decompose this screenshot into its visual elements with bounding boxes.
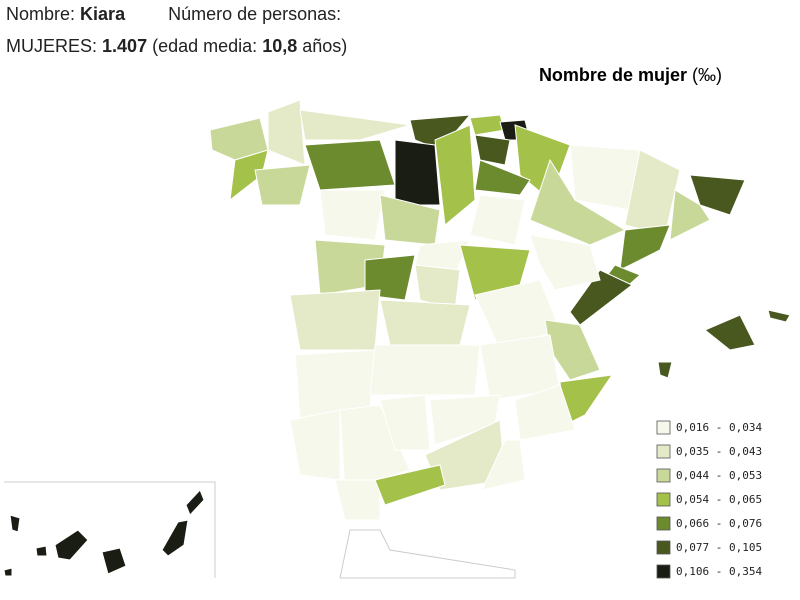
province <box>319 189 386 241</box>
legend-swatch <box>656 468 671 483</box>
province <box>619 224 671 271</box>
legend-swatch <box>656 444 671 459</box>
province <box>334 479 381 521</box>
header-line-1: Nombre: Kiara Número de personas: <box>6 4 341 25</box>
province <box>254 164 311 206</box>
province <box>374 464 446 506</box>
count: 1.407 <box>102 36 148 56</box>
province <box>304 139 396 191</box>
group-label: MUJERES: <box>6 36 98 56</box>
province <box>481 439 526 491</box>
legend-label: 0,106 - 0,354 <box>676 565 762 578</box>
legend-label: 0,054 - 0,065 <box>676 493 762 506</box>
legend-swatch <box>656 516 671 531</box>
province <box>364 254 416 301</box>
province <box>101 547 127 575</box>
province <box>689 174 746 216</box>
count-label: Número de personas: <box>168 4 342 24</box>
legend-label: 0,016 - 0,034 <box>676 421 762 434</box>
province <box>289 409 341 481</box>
legend-swatch <box>656 564 671 579</box>
ceuta-melilla-frame <box>339 529 516 579</box>
provinces <box>3 99 791 577</box>
province <box>289 289 381 351</box>
legend-title: Nombre de mujer (‰) <box>539 65 722 85</box>
province <box>394 139 441 206</box>
legend-swatch <box>656 540 671 555</box>
province <box>469 114 506 136</box>
province <box>379 394 431 451</box>
legend-label: 0,035 - 0,043 <box>676 445 762 458</box>
name: Kiara <box>80 4 126 24</box>
province <box>514 384 576 441</box>
province <box>339 404 411 491</box>
legend-swatch <box>656 492 671 507</box>
age-unit: años) <box>302 36 348 56</box>
province <box>529 158 627 246</box>
legend-swatch <box>656 420 671 435</box>
province <box>267 99 306 166</box>
province <box>369 344 481 396</box>
legend-unit: (‰) <box>692 65 722 85</box>
province <box>185 489 205 516</box>
legend-label: 0,066 - 0,076 <box>676 517 762 530</box>
province <box>434 124 476 226</box>
province <box>469 194 526 246</box>
province <box>657 361 673 379</box>
province <box>669 189 711 241</box>
province <box>161 519 189 557</box>
name-label: Nombre: <box>6 4 76 24</box>
legend-title-text: Nombre de mujer <box>539 65 687 85</box>
province <box>9 514 21 533</box>
legend: 0,016 - 0,034 0,035 - 0,043 0,044 - 0,053 0… <box>656 420 762 579</box>
canarias-frame <box>4 481 216 578</box>
province <box>529 234 601 291</box>
legend-label: 0,077 - 0,105 <box>676 541 762 554</box>
province <box>299 109 411 141</box>
province <box>474 134 511 166</box>
province <box>35 545 48 557</box>
province <box>379 299 471 346</box>
legend-label: 0,044 - 0,053 <box>676 469 762 482</box>
province <box>3 567 13 577</box>
province <box>474 159 531 196</box>
age-label: (edad media: <box>152 36 258 56</box>
province <box>767 309 791 323</box>
age: 10,8 <box>262 36 298 56</box>
province <box>704 314 756 351</box>
header-line-2: MUJERES: 1.407 (edad media: 10,8 años) <box>6 36 347 57</box>
province <box>54 529 89 561</box>
